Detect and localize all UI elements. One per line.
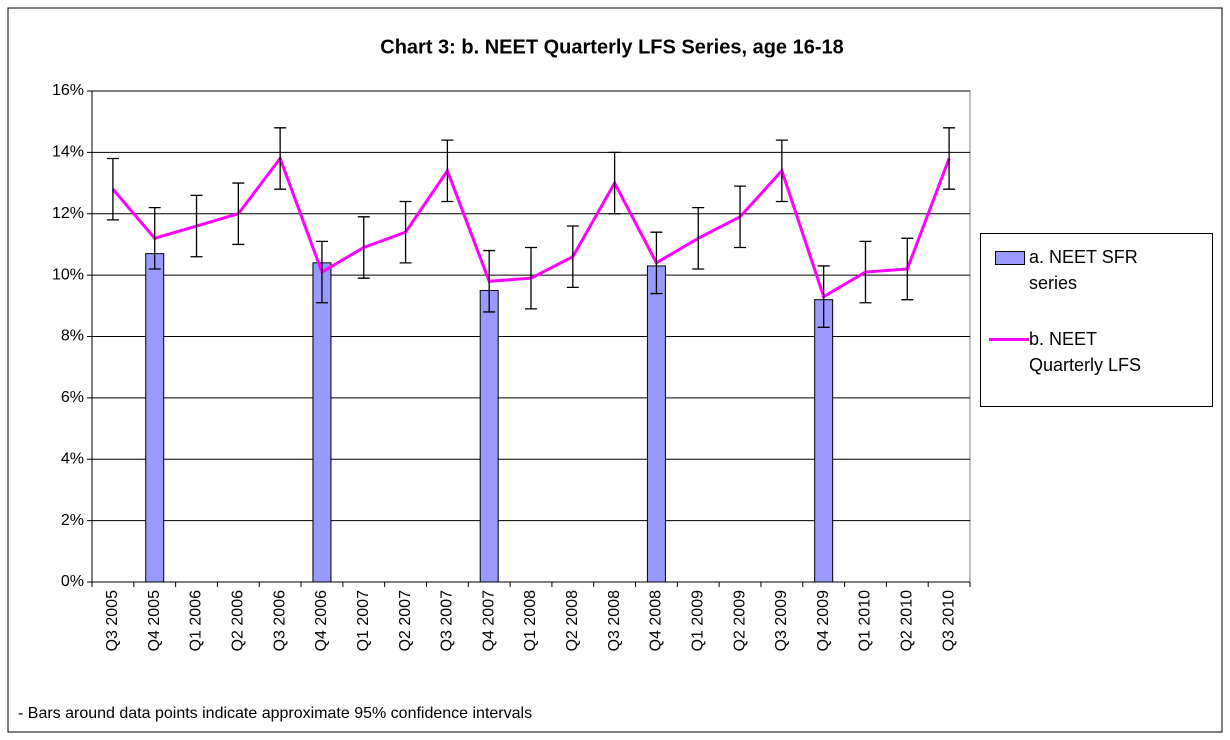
error-bar xyxy=(650,231,663,295)
legend-item: b. NEET Quarterly LFS xyxy=(989,326,1149,378)
legend-label: a. NEET SFR series xyxy=(1029,247,1138,293)
legend-label: b. NEET Quarterly LFS xyxy=(1029,329,1142,375)
x-tick-label: Q3 2010 xyxy=(940,590,957,651)
error-bar xyxy=(817,265,830,328)
x-tick-label: Q3 2009 xyxy=(773,590,790,651)
y-tick-label: 12% xyxy=(52,205,84,222)
y-tick-label: 10% xyxy=(52,266,84,283)
y-tick-label: 0% xyxy=(61,573,84,590)
error-bar xyxy=(106,157,119,221)
error-bar xyxy=(943,127,956,190)
x-tick-label: Q1 2007 xyxy=(355,590,372,651)
x-tick-label: Q3 2005 xyxy=(104,590,121,651)
legend-swatch xyxy=(989,326,1029,352)
x-tick-label: Q2 2008 xyxy=(564,590,581,651)
x-tick-label: Q1 2010 xyxy=(857,590,874,651)
error-bar xyxy=(608,151,621,215)
error-bar xyxy=(566,225,579,289)
error-bar xyxy=(148,206,161,270)
bar xyxy=(312,262,332,583)
error-bar xyxy=(315,240,328,304)
error-bar xyxy=(734,185,747,249)
error-bar xyxy=(901,237,914,301)
error-bar xyxy=(274,127,287,190)
error-bar xyxy=(525,246,537,310)
x-tick-label: Q1 2006 xyxy=(188,590,205,651)
y-tick-label: 2% xyxy=(61,512,84,529)
error-bar xyxy=(441,139,454,203)
x-tick-label: Q2 2010 xyxy=(899,590,916,651)
x-tick-label: Q1 2008 xyxy=(522,590,539,651)
x-tick-label: Q2 2009 xyxy=(731,590,748,651)
bar xyxy=(646,265,666,583)
error-bar xyxy=(483,249,496,313)
bar xyxy=(814,299,834,583)
error-bar xyxy=(859,240,872,304)
x-tick-label: Q3 2008 xyxy=(606,590,623,651)
x-tick-label: Q4 2005 xyxy=(146,590,163,651)
x-tick-label: Q4 2009 xyxy=(815,590,832,651)
note: - Bars around data points indicate appro… xyxy=(18,705,532,722)
x-tick-label: Q4 2007 xyxy=(480,590,497,651)
y-tick-label: 6% xyxy=(61,389,84,406)
y-tick-label: 14% xyxy=(52,144,84,161)
chart-title: Chart 3: b. NEET Quarterly LFS Series, a… xyxy=(380,36,844,58)
y-tick-label: 4% xyxy=(61,450,84,467)
error-bar xyxy=(190,194,203,258)
x-tick-label: Q4 2006 xyxy=(313,590,330,651)
error-bar xyxy=(232,182,245,246)
x-tick-label: Q2 2006 xyxy=(230,590,247,651)
legend-item: a. NEET SFR series xyxy=(989,244,1149,296)
x-tick-label: Q1 2009 xyxy=(689,590,706,651)
x-tick-label: Q3 2006 xyxy=(271,590,288,651)
error-bar xyxy=(357,216,370,279)
error-bar xyxy=(399,200,412,264)
bar xyxy=(479,289,499,583)
x-tick-label: Q2 2007 xyxy=(397,590,414,651)
legend: a. NEET SFR series b. NEET Quarterly LFS xyxy=(980,233,1213,407)
error-bar xyxy=(692,206,705,270)
y-tick-label: 8% xyxy=(61,328,84,345)
y-tick-label: 16% xyxy=(52,82,84,99)
x-tick-label: Q4 2008 xyxy=(648,590,665,651)
x-tick-label: Q3 2007 xyxy=(439,590,456,651)
bar xyxy=(145,253,165,583)
error-bar xyxy=(775,139,788,203)
legend-swatch xyxy=(989,244,1029,270)
